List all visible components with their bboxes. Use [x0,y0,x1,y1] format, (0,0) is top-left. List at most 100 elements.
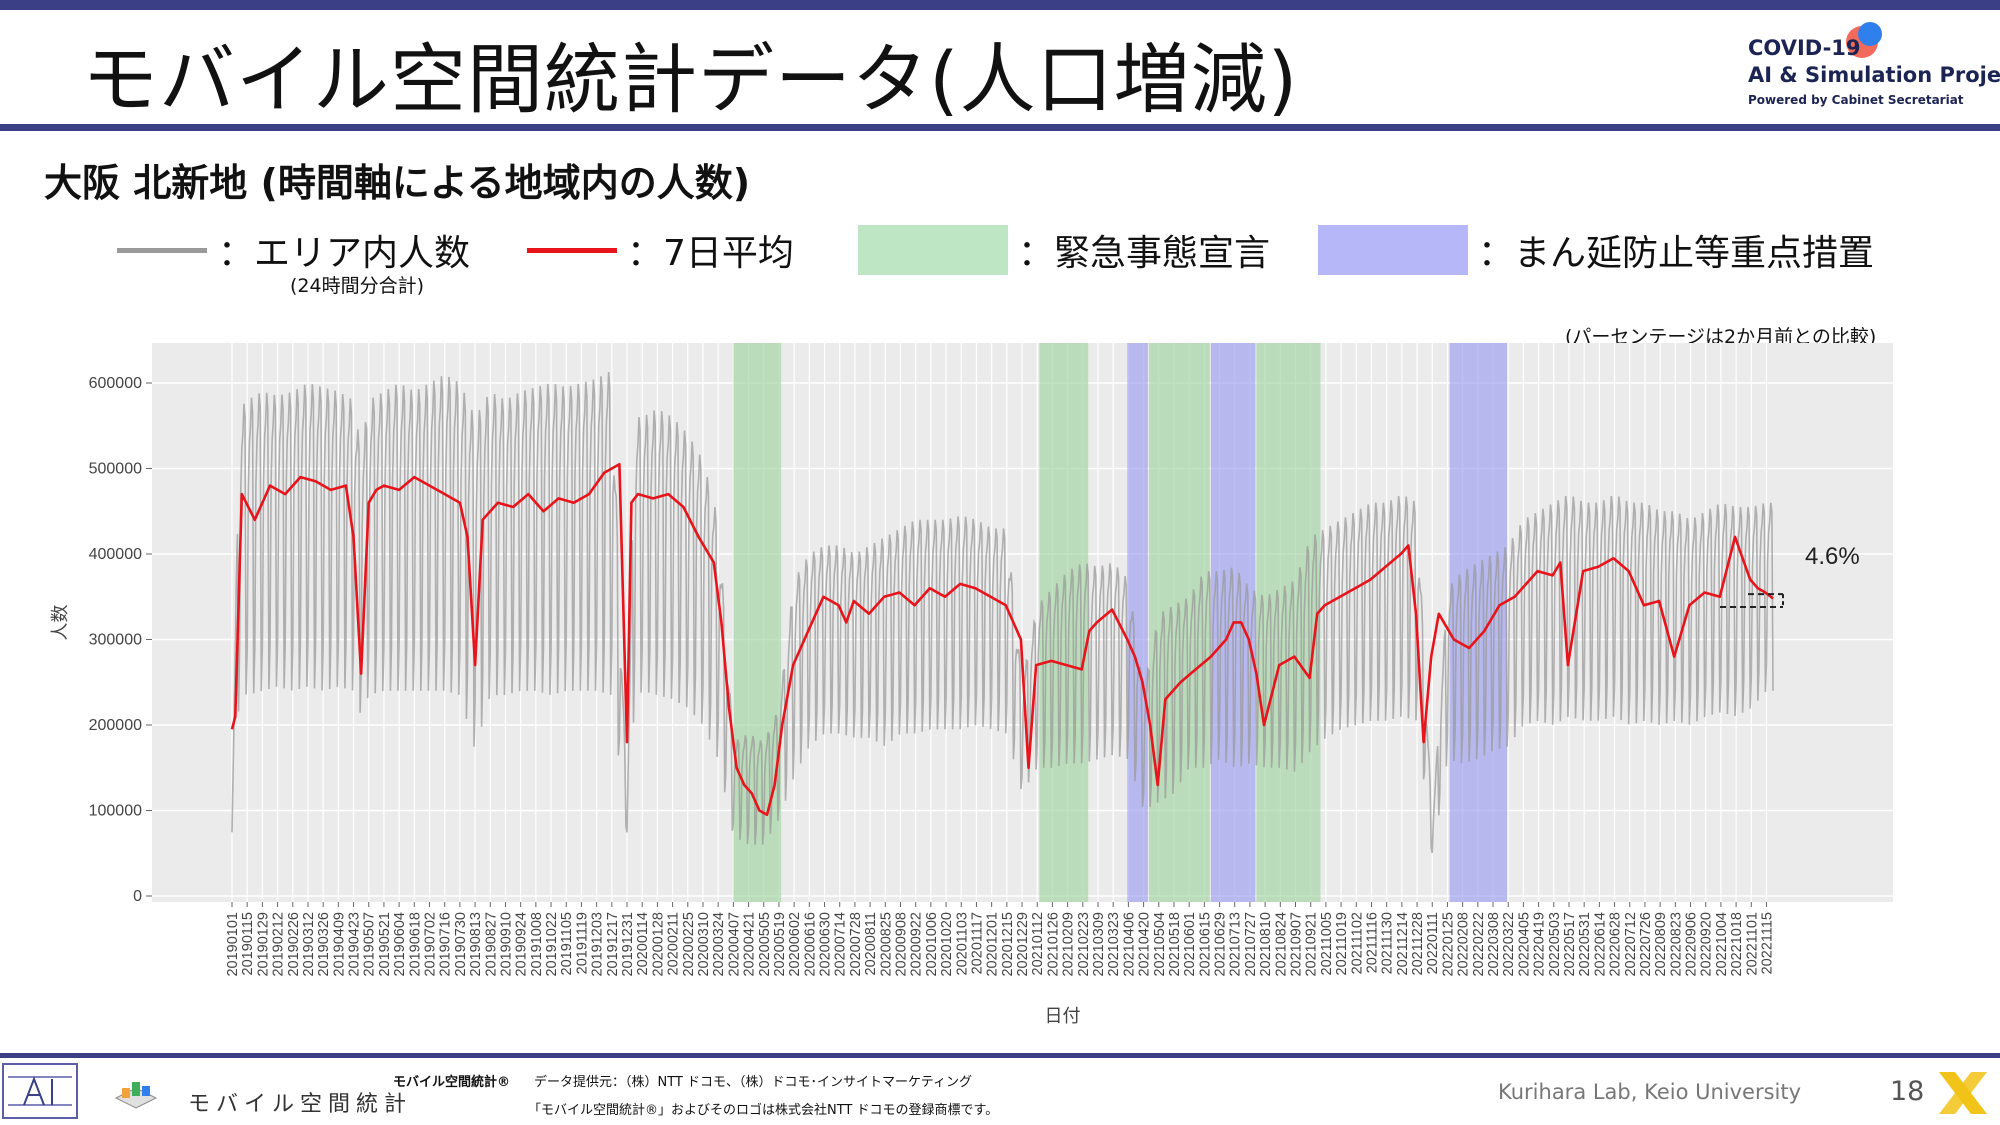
y-tick-label: 200000 [89,717,142,734]
ai-lab-logo [2,1063,78,1119]
x-tick-label: 20201103 [954,912,970,975]
x-tick-label: 20220628 [1608,912,1624,977]
page-title: モバイル空間統計データ(人口増減) [82,35,1299,124]
x-tick-label: 20210615 [1197,912,1213,977]
x-tick-label: 20200225 [681,912,697,977]
x-tick-label: 20190702 [423,912,439,977]
legend-gray-swatch [117,248,207,253]
x-tick-label: 20200519 [772,912,788,977]
x-tick-label: 20190226 [286,912,302,977]
y-tick-label: 0 [133,888,142,905]
x-tick-label: 20220920 [1699,912,1715,977]
x-tick-label: 20200310 [696,912,712,977]
x-tick-label: 20210907 [1289,912,1305,977]
x-tick-label: 20190326 [316,912,332,977]
x-tick-label: 20220208 [1456,912,1472,977]
logo-line-1: COVID-19 [1748,36,1861,60]
x-tick-label: 20190813 [468,912,484,977]
x-tick-label: 20200630 [818,912,834,977]
x-tick-label: 20200728 [848,912,864,977]
footer-provider: データ提供元：（株）NTT ドコモ、（株）ドコモ･インサイトマーケティング [534,1075,972,1090]
x-tick-label: 20190910 [498,912,514,977]
x-tick-label: 20200922 [909,912,925,977]
percent-comparison-note: (パーセンテージは2か月前との比較) [1565,326,1877,348]
x-tick-label: 20210504 [1152,912,1168,977]
legend-green-label: ：緊急事態宣言 [1018,233,1271,274]
x-tick-label: 20190409 [331,912,347,977]
x-tick-label: 20210727 [1243,912,1259,977]
legend-blue-swatch [1318,225,1468,275]
mobile-stats-logo-text: モバイル空間統計 [188,1092,413,1117]
x-tick-label: 20190115 [240,912,256,975]
x-tick-label: 20220125 [1440,912,1456,977]
title-divider [0,124,2000,131]
seven-day-average-line [230,462,1774,817]
x-tick-label: 20210518 [1167,912,1183,977]
x-tick-label: 20201229 [1015,912,1031,977]
logo-line-2: AI & Simulation Project [1748,63,2000,87]
x-tick-label: 20191022 [544,912,560,977]
x-tick-label: 20190312 [301,912,317,977]
x-tick-label: 20221115 [1759,912,1775,974]
x-tick-label: 20220531 [1577,912,1593,977]
x-tick-label: 20211214 [1395,912,1411,975]
logo-blue-dot [1858,22,1882,46]
x-tick-label: 20200114 [635,912,651,975]
y-tick-label: 400000 [89,546,142,563]
page-number: 18 [1890,1076,1925,1107]
x-tick-label: 20191119 [574,912,590,974]
daily-count-line [231,371,1774,854]
x-tick-label: 20200324 [711,912,727,977]
x-tick-label: 20211005 [1319,912,1335,975]
x-tick-label: 20191203 [590,912,606,977]
footer-trademark: 「モバイル空間統計®」およびそのロゴは株式会社NTT ドコモの登録商標です。 [528,1103,999,1118]
x-tick-label: 20200811 [863,912,879,975]
x-tick-label: 20220726 [1638,912,1654,977]
x-tick-label: 20210713 [1228,912,1244,977]
x-tick-label: 20211116 [1364,912,1380,973]
x-tick-label: 20211019 [1334,912,1350,975]
x-tick-label: 20191105 [559,912,575,975]
x-tick-label: 20220503 [1547,912,1563,977]
x-tick-label: 20190507 [362,912,378,977]
footer-lab: Kurihara Lab, Keio University [1498,1080,1802,1104]
x-tick-label: 20201006 [924,912,940,977]
x-tick-label: 20200505 [757,912,773,977]
y-tick-label: 100000 [89,803,142,820]
y-axis-title: 人数 [50,605,71,641]
x-tick-label: 20220419 [1532,912,1548,977]
logo-line-3: Powered by Cabinet Secretariat [1748,93,1964,107]
x-tick-label: 20190423 [347,912,363,977]
x-tick-label: 20210601 [1182,912,1198,977]
x-tick-label: 20210629 [1213,912,1229,977]
x-tick-label: 20200908 [893,912,909,977]
x-tick-label: 20200211 [666,912,682,975]
x-tick-label: 20220906 [1684,912,1700,977]
x-tick-label: 20190212 [271,912,287,977]
x-tick-label: 20210323 [1106,912,1122,977]
x-tick-label: 20190716 [438,912,454,977]
legend-red-swatch [527,248,617,253]
x-tick-label: 20210209 [1061,912,1077,977]
x-tick-label: 20220111 [1425,912,1441,974]
x-tick-label: 20200602 [787,912,803,977]
x-tick-label: 20210309 [1091,912,1107,977]
legend-gray-note: (24時間分合計) [290,275,425,297]
x-tick-label: 20220517 [1562,912,1578,977]
x-tick-label: 20220222 [1471,912,1487,977]
x-tick-label: 20210420 [1137,912,1153,977]
x-tick-label: 20200407 [726,912,742,977]
x-tick-label: 20211102 [1349,912,1365,974]
x-tick-label: 20191217 [605,912,621,977]
x-axis-title: 日付 [1045,1006,1081,1027]
x-tick-label: 20191008 [529,912,545,977]
x-tick-label: 20200825 [878,912,894,977]
x-tick-label: 20201201 [985,912,1001,977]
x-tick-label: 20221018 [1729,912,1745,977]
legend-blue-label: ：まん延防止等重点措置 [1478,233,1875,274]
x-tick-label: 20220308 [1486,912,1502,977]
x-tick-label: 20211228 [1410,912,1426,975]
x-tick-label: 20200714 [833,912,849,977]
x-tick-label: 20190618 [407,912,423,977]
x-tick-label: 20221101 [1744,912,1760,975]
